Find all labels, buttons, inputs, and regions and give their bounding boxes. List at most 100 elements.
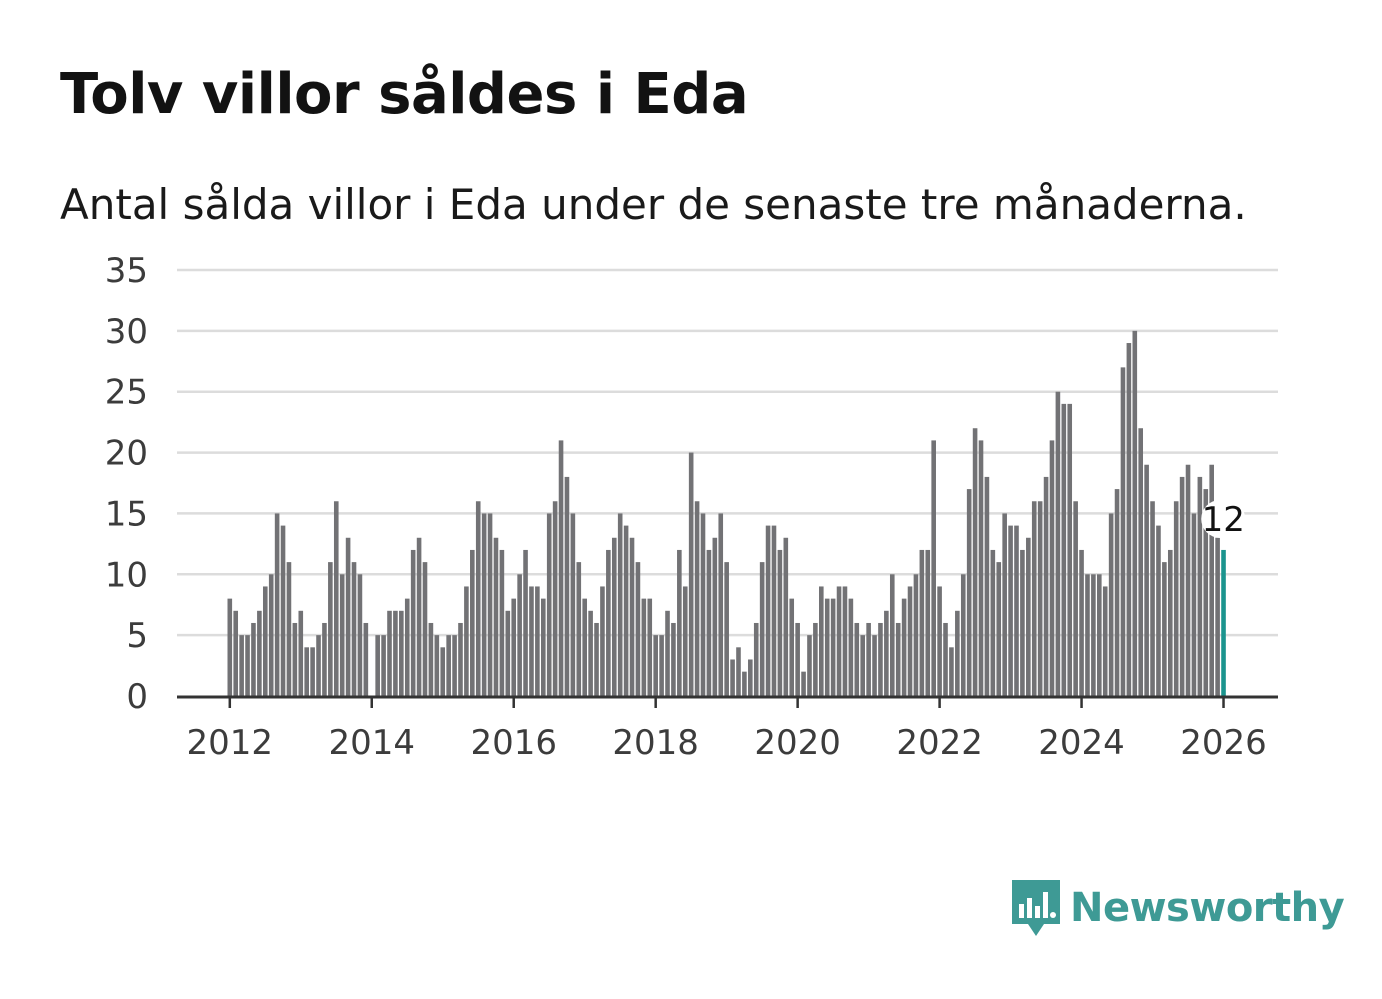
bar [706,549,712,696]
bar [659,635,664,696]
y-tick-label: 10 [105,555,148,595]
bar [475,501,481,696]
bar [345,537,351,696]
bar [996,562,1002,696]
bar [399,610,404,696]
bar [304,647,309,696]
bar [771,525,777,696]
bar [913,574,919,696]
bar [1185,464,1191,696]
y-tick-label: 35 [105,251,148,291]
bar [487,513,493,696]
bar [535,586,540,696]
y-tick-label: 30 [105,312,148,352]
bar [499,549,505,696]
bar [328,562,333,696]
bar [1156,525,1161,696]
bar [795,622,800,696]
bar [730,659,735,696]
bar [824,598,830,696]
bar [529,586,534,696]
bar [1215,537,1220,696]
bar [1091,574,1096,696]
bar [310,647,315,696]
highlighted-bar [1221,549,1226,696]
bar [1138,428,1144,696]
bar [564,476,570,696]
bar [1167,549,1173,696]
bar [481,513,487,696]
bar [842,586,848,696]
bar [422,562,428,696]
bar [777,549,783,696]
bar [404,598,410,696]
newsworthy-logo-text: Newsworthy [1070,885,1345,931]
bar [878,622,883,696]
bar [677,549,682,696]
bar [1067,403,1073,696]
bar [1085,574,1090,696]
bar [1031,501,1037,696]
y-tick-label: 15 [105,494,148,534]
bar [393,610,398,696]
bar [375,635,380,696]
bar [233,610,239,696]
newsworthy-logo-icon [1012,880,1060,936]
bar [1132,330,1138,696]
bar [381,635,386,696]
bar [1002,513,1007,696]
bar [464,586,469,696]
bar [1043,476,1049,696]
bar [257,610,262,696]
bar [1191,513,1197,696]
bar [712,537,718,696]
bar [1061,403,1067,696]
bar [753,622,759,696]
bar [830,598,836,696]
bar [227,598,233,696]
bar [588,610,593,696]
bar [552,501,558,696]
bar [801,671,806,696]
bar [611,537,617,696]
bar [1114,489,1120,696]
bar [848,598,854,696]
bar [931,440,936,696]
bar [292,622,298,696]
bar [594,622,599,696]
bar [671,622,676,696]
bar [700,513,706,696]
bar [765,525,771,696]
bar [1073,501,1078,696]
bar [629,537,635,696]
bar [635,562,641,696]
bar [511,598,517,696]
bar [452,635,457,696]
y-tick-label: 25 [105,373,148,413]
bar [866,622,871,696]
bar [1026,537,1031,696]
chart-subtitle: Antal sålda villor i Eda under de senast… [60,180,1247,229]
bar [901,598,907,696]
x-tick-label: 2020 [754,723,841,763]
bar [907,586,913,696]
bar [274,513,280,696]
bar [333,501,339,696]
bar [322,622,327,696]
x-tick-label: 2022 [896,723,983,763]
bar [836,586,842,696]
bar [1037,501,1043,696]
bar [623,525,629,696]
bar [1108,513,1114,696]
bar [357,574,363,696]
bar [960,574,966,696]
bar [1014,525,1019,696]
y-tick-label: 20 [105,434,148,474]
bar [1209,464,1214,696]
bar [440,647,446,696]
bar [1097,574,1102,696]
bar [919,549,925,696]
bar [1197,476,1203,696]
bar [286,562,292,696]
bar [1203,489,1209,696]
